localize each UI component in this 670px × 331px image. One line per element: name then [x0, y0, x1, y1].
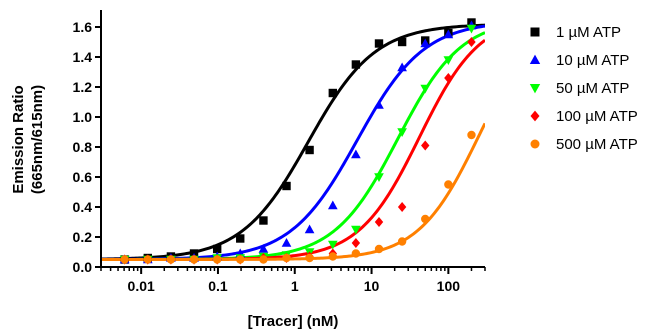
- legend-label: 500 µM ATP: [556, 136, 638, 153]
- y-tick-label: 0.6: [73, 169, 93, 185]
- legend-label: 10 µM ATP: [556, 52, 629, 69]
- legend-item: 50 µM ATP: [529, 80, 629, 97]
- data-point-square: [351, 60, 361, 69]
- data-point-triangle-up: [281, 237, 292, 247]
- x-axis-title: [Tracer] (nM): [248, 313, 339, 330]
- y-axis-title-line2: (665nm/615nm): [29, 85, 46, 194]
- data-point-triangle-up: [304, 224, 315, 234]
- data-point-circle: [374, 244, 384, 254]
- data-point-circle: [236, 255, 245, 264]
- data-point-circle: [351, 249, 361, 258]
- x-tick-label: 10: [364, 278, 380, 294]
- data-point-square: [328, 88, 338, 98]
- y-tick-label: 1.0: [73, 109, 93, 125]
- data-point-triangle-down: [374, 173, 384, 183]
- x-tick-label: 0.1: [208, 278, 228, 294]
- data-point-triangle-down: [420, 84, 431, 94]
- data-point-triangle-up: [374, 99, 384, 109]
- data-point-diamond: [374, 216, 384, 228]
- data-point-circle: [143, 255, 152, 264]
- data-point-circle: [467, 130, 476, 140]
- y-tick-label: 1.2: [73, 79, 93, 95]
- data-point-triangle-up: [258, 243, 269, 253]
- data-point-circle: [166, 255, 176, 264]
- data-point-diamond: [397, 201, 407, 213]
- x-tick-label: 100: [437, 278, 461, 294]
- x-tick-label: 0.01: [128, 278, 155, 294]
- fit-curve: [101, 24, 485, 261]
- data-point-circle: [189, 255, 199, 264]
- data-point-circle: [444, 180, 453, 189]
- data-point-circle: [397, 237, 407, 246]
- y-tick-label: 0.2: [73, 229, 93, 245]
- y-ticks: 0.0 0.2 0.4 0.6 0.8 1.0 1.2 1.4 1.6: [73, 19, 101, 275]
- x-tick-label: 1: [291, 278, 299, 294]
- data-point-square: [259, 216, 268, 225]
- legend-item: 100 µM ATP: [530, 108, 638, 125]
- data-point-triangle-up: [327, 200, 338, 210]
- y-tick-label: 0.8: [73, 139, 93, 155]
- legend-item: 10 µM ATP: [529, 52, 629, 69]
- data-point-diamond: [444, 72, 453, 84]
- y-tick-label: 1.6: [73, 19, 93, 35]
- legend-label: 50 µM ATP: [556, 80, 629, 97]
- legend-label: 1 µM ATP: [556, 24, 621, 41]
- fit-curves: [101, 23, 485, 261]
- data-point-square: [236, 234, 245, 243]
- data-point-square: [374, 39, 384, 48]
- data-point-triangle-down: [397, 128, 407, 138]
- data-point-square: [305, 145, 314, 155]
- data-point-triangle-down: [327, 240, 338, 250]
- fit-curve: [101, 122, 485, 261]
- data-point-triangle-down: [529, 83, 541, 94]
- legend: 1 µM ATP 10 µM ATP 50 µM ATP 100 µM ATP 500 …: [529, 24, 638, 153]
- data-point-triangle-up: [397, 62, 407, 72]
- data-point-square: [397, 37, 407, 47]
- data-point-square: [530, 27, 540, 37]
- data-point-triangle-down: [351, 225, 361, 235]
- data-point-triangle-up: [529, 54, 541, 65]
- fit-curve: [101, 39, 485, 261]
- data-point-diamond: [351, 237, 361, 249]
- data-point-circle: [328, 252, 338, 261]
- data-point-square: [282, 181, 291, 191]
- data-point-circle: [120, 255, 129, 264]
- data-points: [119, 18, 477, 265]
- data-point-square: [212, 244, 222, 254]
- data-point-triangle-up: [420, 38, 431, 48]
- data-point-diamond: [530, 110, 540, 122]
- data-point-diamond: [421, 140, 430, 151]
- data-point-diamond: [467, 36, 476, 48]
- data-point-circle: [212, 255, 222, 264]
- legend-item: 500 µM ATP: [530, 136, 638, 153]
- data-point-circle: [282, 253, 291, 263]
- y-axis-title-line1: Emission Ratio: [10, 85, 27, 193]
- data-point-circle: [305, 253, 314, 263]
- data-point-triangle-down: [466, 24, 477, 34]
- data-point-circle: [530, 139, 540, 149]
- data-point-circle: [421, 214, 430, 224]
- data-point-triangle-up: [351, 149, 361, 159]
- axes: 0.0 0.2 0.4 0.6 0.8 1.0 1.2 1.4 1.6 0.01 0.1 1 10 10…: [73, 10, 486, 294]
- data-point-triangle-up: [443, 29, 454, 39]
- legend-item: 1 µM ATP: [530, 24, 621, 41]
- data-point-triangle-down: [443, 56, 454, 66]
- y-tick-label: 0.4: [73, 199, 93, 215]
- legend-label: 100 µM ATP: [556, 108, 638, 125]
- data-point-circle: [259, 255, 268, 264]
- fit-curve: [101, 23, 485, 261]
- y-tick-label: 0.0: [73, 259, 93, 275]
- y-axis-title: Emission Ratio (665nm/615nm): [10, 85, 46, 194]
- x-ticks: 0.01 0.1 1 10 100: [100, 267, 486, 294]
- y-tick-label: 1.4: [73, 49, 93, 65]
